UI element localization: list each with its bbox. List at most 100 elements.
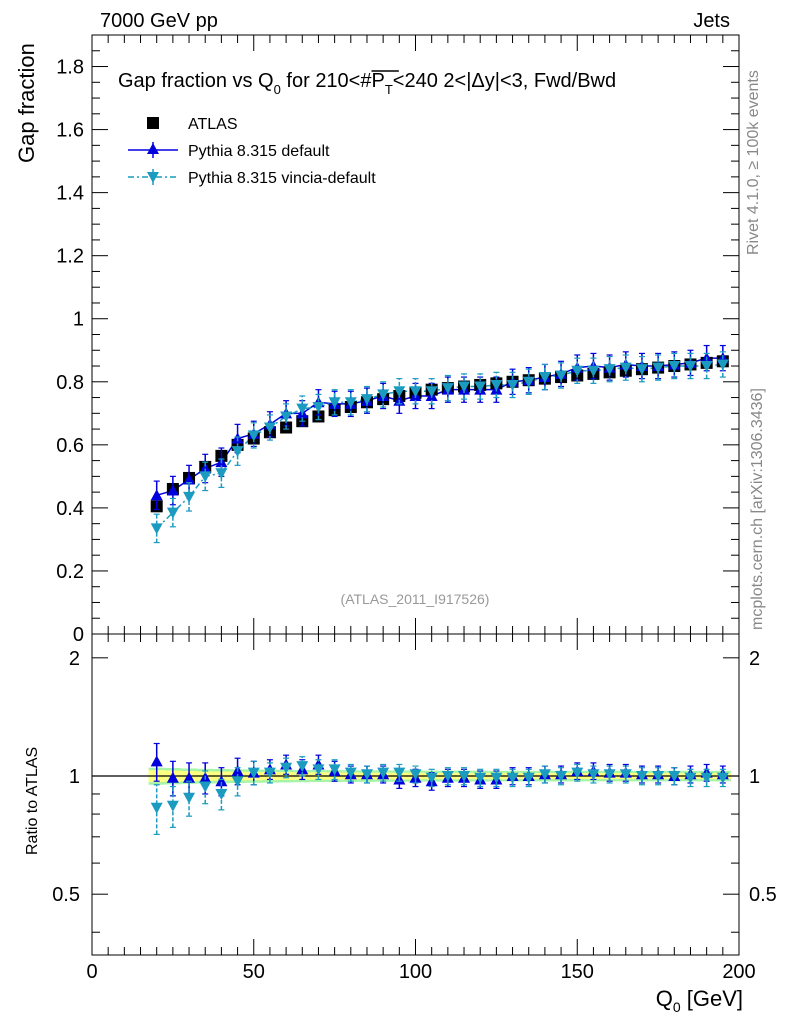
ratio-default-point (166, 771, 179, 783)
series-line-pythia-default (156, 357, 723, 497)
main-marks (150, 344, 729, 544)
ratio-vincia-point (619, 769, 632, 781)
pythia-vincia-point (280, 411, 293, 423)
pythia-vincia-point (441, 383, 454, 395)
pythia-vincia-point (619, 362, 632, 374)
ratio-vincia-point (506, 772, 519, 784)
ratio-y-tick-label: 2 (69, 648, 80, 670)
ratio-vincia-point (538, 769, 551, 781)
ratio-y-axis: 0.5 0.5 1 1 2 2 (52, 648, 777, 933)
pythia-vincia-point (215, 468, 228, 480)
pythia-vincia-point (328, 397, 341, 409)
ratio-vincia-point (474, 772, 487, 784)
ratio-vincia-point (199, 781, 212, 793)
title-sub-2: T (385, 82, 393, 97)
ratio-vincia-point (280, 762, 293, 774)
title-sub-1: 0 (274, 82, 281, 97)
main-y-tick-label: 0.2 (56, 561, 84, 583)
ratio-vincia-point (716, 772, 729, 784)
x-label-unit: [GeV] (681, 986, 743, 1011)
pythia-vincia-point (555, 370, 568, 382)
pythia-vincia-point (700, 361, 713, 373)
pythia-vincia-point (474, 381, 487, 393)
legend-atlas-label: ATLAS (188, 116, 238, 133)
ratio-y-tick-label-right: 1 (749, 766, 760, 788)
analysis-watermark: (ATLAS_2011_I917526) (341, 591, 490, 607)
pythia-vincia-point (652, 362, 665, 374)
pythia-vincia-point (296, 403, 309, 415)
ratio-vincia-point (312, 764, 325, 776)
ratio-y-tick-label: 0.5 (52, 884, 80, 906)
main-y-tick-label: 1.2 (56, 246, 84, 268)
ratio-vincia-point (522, 772, 535, 784)
pythia-vincia-point (716, 359, 729, 371)
ratio-vincia-point (587, 769, 600, 781)
pythia-vincia-point (587, 365, 600, 377)
x-tick-label: 200 (722, 961, 755, 983)
pythia-vincia-point (458, 381, 471, 393)
ratio-vincia-point (652, 771, 665, 783)
x-axis-label: Q0 [GeV] (656, 986, 743, 1015)
ratio-vincia-point (490, 772, 503, 784)
ratio-vincia-point (247, 767, 260, 779)
pythia-vincia-point (377, 389, 390, 401)
pythia-vincia-point (571, 365, 584, 377)
x-tick-label: 100 (399, 961, 432, 983)
pythia-default-point (183, 473, 196, 485)
ratio-vincia-point (425, 772, 438, 784)
ratio-vincia-point (215, 788, 228, 800)
ratio-default-point (183, 771, 196, 783)
pythia-vincia-point (684, 361, 697, 373)
pythia-vincia-point (538, 372, 551, 384)
pythia-vincia-point (360, 394, 373, 406)
legend-atlas-marker (147, 117, 159, 129)
main-y-tick-label: 0.6 (56, 435, 84, 457)
legend: ATLAS Pythia 8.315 default Pythia 8.315 … (128, 116, 376, 187)
pythia-vincia-point (425, 386, 438, 398)
x-tick-label: 50 (243, 961, 265, 983)
main-y-tick-label: 1.4 (56, 183, 84, 205)
ratio-default-point (150, 755, 163, 767)
ratio-vincia-point (555, 771, 568, 783)
main-y-label: Gap fraction (14, 43, 39, 163)
pythia-vincia-point (312, 402, 325, 414)
ratio-vincia-point (263, 767, 276, 779)
x-axis: 0 50 100 150 200 (86, 634, 756, 983)
legend-vincia-label: Pythia 8.315 vincia-default (188, 170, 376, 187)
ratio-y-tick-label-right: 0.5 (749, 884, 777, 906)
pythia-vincia-point (490, 379, 503, 391)
pythia-vincia-point (247, 430, 260, 442)
main-y-axis: 0 0.2 0.4 0.6 0.8 1 1.2 1.4 1.6 1.8 (56, 34, 739, 646)
main-y-tick-label: 1.6 (56, 120, 84, 142)
ratio-vincia-point (344, 767, 357, 779)
ratio-vincia-point (328, 764, 341, 776)
ratio-vincia-point (377, 767, 390, 779)
ratio-marks (150, 742, 729, 836)
ratio-vincia-point (296, 761, 309, 773)
x-label-sub: 0 (673, 999, 681, 1015)
pythia-vincia-point (668, 361, 681, 373)
main-y-tick-label: 1 (73, 309, 84, 331)
pythia-vincia-point (199, 471, 212, 483)
pythia-vincia-point (409, 386, 422, 398)
pythia-vincia-point (393, 386, 406, 398)
ratio-vincia-point (231, 776, 244, 788)
legend-default-marker (147, 143, 159, 154)
main-panel: 0 0.2 0.4 0.6 0.8 1 1.2 1.4 1.6 1.8 Gap fraction … (14, 34, 740, 646)
pythia-vincia-point (522, 376, 535, 388)
pythia-vincia-point (183, 491, 196, 503)
plot-title: Gap fraction vs Q0 for 210<#PT<240 2<|Δy… (118, 70, 616, 97)
pythia-vincia-point (506, 379, 519, 391)
pythia-vincia-point (603, 364, 616, 376)
main-y-tick-label: 1.8 (56, 57, 84, 79)
title-part-3: <240 2<|Δy|<3, Fwd/Bwd (393, 70, 616, 92)
title-part-1: Gap fraction vs Q (118, 70, 274, 92)
pythia-vincia-point (231, 446, 244, 458)
ratio-default-point (215, 775, 228, 787)
main-y-tick-label: 0 (73, 624, 84, 646)
pythia-default-point (166, 484, 179, 496)
pythia-vincia-point (635, 364, 648, 376)
ratio-y-label: Ratio to ATLAS (24, 747, 41, 855)
pythia-vincia-point (150, 523, 163, 535)
